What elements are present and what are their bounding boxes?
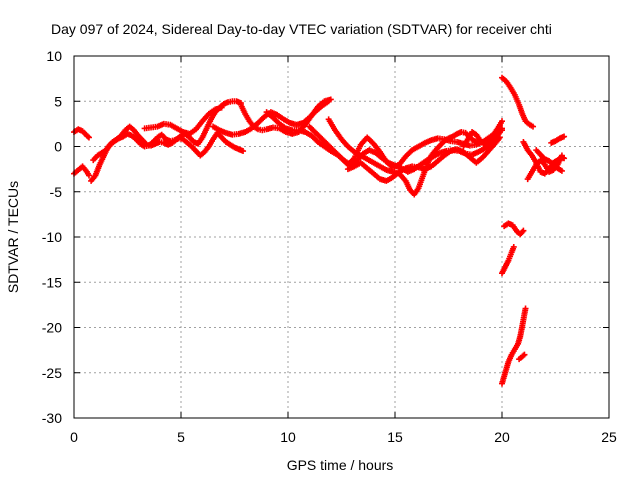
x-tick-label: 15 [387, 429, 403, 445]
data-point [558, 167, 565, 174]
data-point [522, 305, 529, 312]
series-arc-l [460, 118, 505, 150]
series-arc-n [499, 243, 517, 277]
series-arc-q [516, 351, 528, 363]
series-arc-a [71, 163, 92, 179]
series-arc-o [501, 220, 527, 238]
data-point [499, 118, 505, 125]
series-arc-t [548, 133, 568, 146]
data-point [499, 127, 505, 134]
data-point [85, 172, 92, 179]
y-axis-label: SDTVAR / TECUs [5, 181, 21, 293]
x-tick-label: 0 [70, 429, 78, 445]
data-point [327, 96, 334, 103]
data-point [218, 104, 225, 111]
y-tick-label: -20 [42, 320, 62, 336]
x-tick-label: 10 [280, 429, 296, 445]
data-point [520, 352, 527, 359]
data-point [510, 243, 517, 250]
data-point [521, 351, 528, 358]
x-tick-label: 5 [177, 429, 185, 445]
series-arc-j [325, 116, 482, 198]
data-point [85, 134, 92, 141]
data-markers [71, 74, 568, 387]
y-tick-label: 5 [54, 93, 62, 109]
series-arc-s [524, 152, 565, 183]
y-tick-label: -10 [42, 229, 62, 245]
x-tick-label: 25 [601, 429, 617, 445]
series-arc-m [499, 74, 537, 130]
chart-title: Day 097 of 2024, Sidereal Day-to-day VTE… [51, 21, 552, 37]
data-point [520, 227, 527, 234]
x-axis-label: GPS time / hours [287, 457, 394, 473]
data-point [530, 123, 537, 130]
series-arc-g [237, 96, 334, 137]
data-point [496, 134, 503, 141]
series-arc-d [90, 129, 247, 164]
data-point [240, 148, 247, 155]
y-tick-label: -25 [42, 365, 62, 381]
y-tick-label: -5 [50, 184, 63, 200]
series-arc-e [141, 104, 225, 137]
data-point [84, 133, 91, 140]
y-tick-label: 10 [46, 48, 62, 64]
series-arc-p [499, 305, 529, 387]
y-tick-label: -15 [42, 274, 62, 290]
y-tick-label: 0 [54, 139, 62, 155]
series-arc-k [344, 134, 503, 184]
data-point [561, 133, 568, 140]
data-point [558, 152, 565, 159]
x-tick-label: 20 [494, 429, 510, 445]
series-arc-f [210, 98, 332, 138]
series-arc-u [533, 147, 565, 174]
y-tick-label: -30 [42, 410, 62, 426]
plot-frame [73, 55, 610, 419]
